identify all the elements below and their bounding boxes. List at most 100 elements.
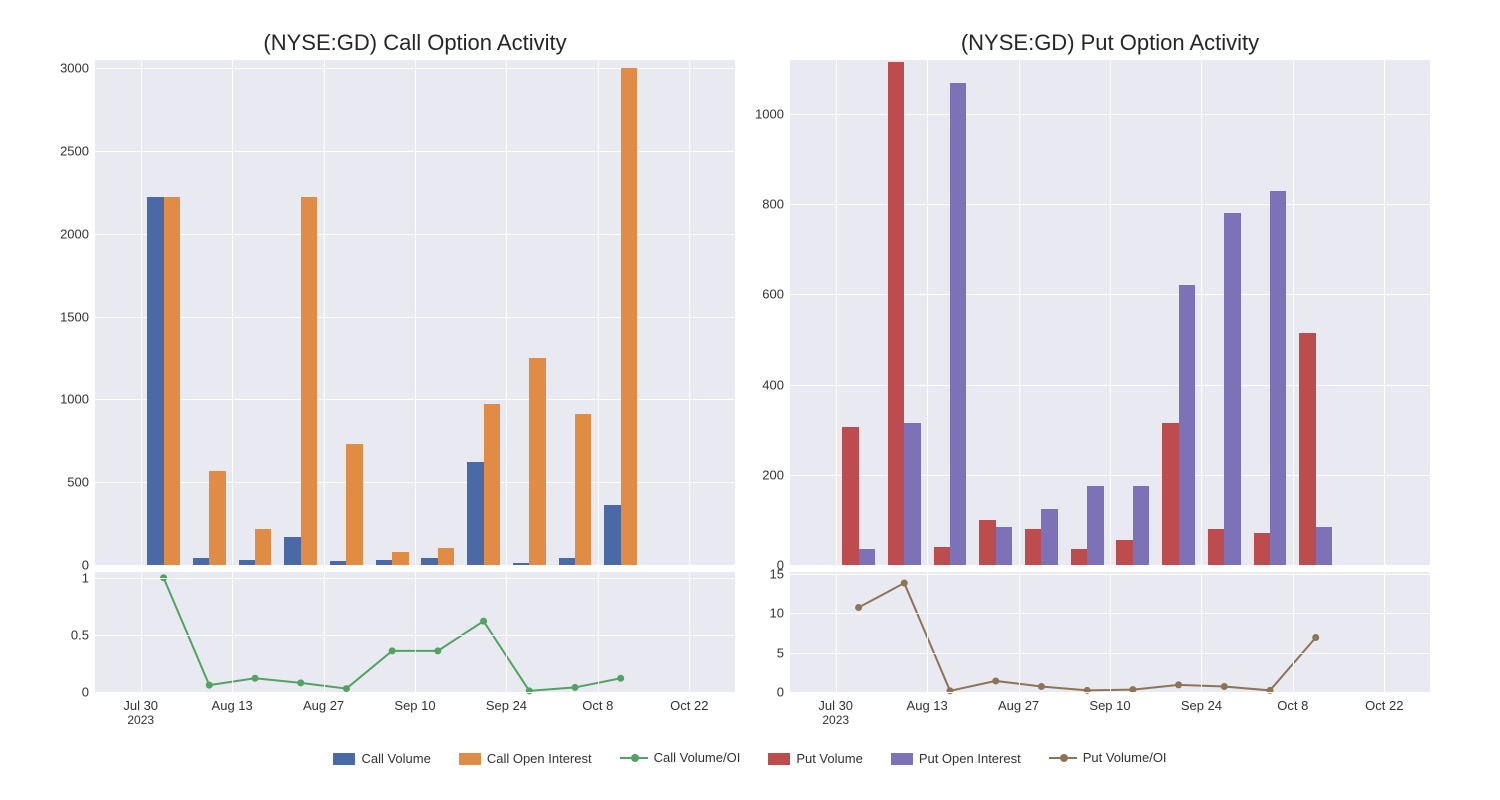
bar-open-interest [996, 527, 1012, 565]
legend-label: Put Open Interest [919, 751, 1021, 766]
bar-volume [1071, 549, 1087, 565]
ratio-marker [206, 682, 213, 689]
legend-swatch [459, 753, 481, 765]
x-tick-label: Jul 302023 [123, 692, 158, 727]
call-panel-title: (NYSE:GD) Call Option Activity [95, 30, 735, 56]
ratio-marker [252, 675, 259, 682]
ratio-marker [572, 684, 579, 691]
legend-item: Call Volume [333, 751, 430, 766]
call-bar-chart: 050010001500200025003000 [95, 60, 735, 565]
bar-open-interest [1270, 191, 1286, 565]
y-tick-label: 3000 [60, 61, 95, 76]
legend-line-key [1049, 751, 1077, 765]
x-tick-label: Sep 24 [486, 692, 527, 713]
bar-open-interest [164, 197, 180, 565]
bar-open-interest [529, 358, 545, 565]
bar-open-interest [621, 68, 637, 565]
bar-volume [842, 427, 858, 565]
y-tick-label: 400 [762, 377, 790, 392]
bar-volume [1208, 529, 1224, 565]
y-tick-label: 10 [770, 606, 790, 621]
bar-volume [1299, 333, 1315, 565]
y-tick-label: 1500 [60, 309, 95, 324]
ratio-marker [389, 647, 396, 654]
y-tick-label: 1000 [60, 392, 95, 407]
bar-volume [147, 197, 163, 565]
bar-volume [1025, 529, 1041, 565]
legend-item: Call Volume/OI [620, 750, 741, 765]
legend-label: Call Open Interest [487, 751, 592, 766]
y-tick-label: 1 [82, 570, 95, 585]
legend-label: Put Volume [796, 751, 863, 766]
x-tick-label: Sep 24 [1181, 692, 1222, 713]
ratio-marker [992, 677, 999, 684]
ratio-marker [1175, 681, 1182, 688]
x-tick-label: Sep 10 [394, 692, 435, 713]
put-panel-title: (NYSE:GD) Put Option Activity [790, 30, 1430, 56]
bar-open-interest [950, 83, 966, 565]
put-bar-chart: 02004006008001000 [790, 60, 1430, 565]
x-tick-label: Oct 22 [1365, 692, 1403, 713]
bar-open-interest [1179, 285, 1195, 565]
bar-open-interest [438, 548, 454, 565]
y-tick-label: 600 [762, 287, 790, 302]
bar-volume [888, 62, 904, 565]
bar-open-interest [392, 552, 408, 565]
x-tick-label: Oct 8 [1277, 692, 1308, 713]
ratio-marker [1038, 683, 1045, 690]
ratio-marker [855, 604, 862, 611]
shared-legend: Call Volume Call Open Interest Call Volume… [0, 750, 1500, 768]
bar-volume [284, 537, 300, 565]
bar-volume [467, 462, 483, 565]
y-tick-label: 500 [67, 475, 95, 490]
x-tick-label: Sep 10 [1089, 692, 1130, 713]
bar-volume [421, 558, 437, 565]
x-tick-label: Aug 27 [998, 692, 1039, 713]
y-tick-label: 800 [762, 197, 790, 212]
bar-open-interest [1224, 213, 1240, 565]
bar-volume [1162, 423, 1178, 565]
y-tick-label: 2500 [60, 144, 95, 159]
options-activity-figure: (NYSE:GD) Call Option Activity 050010001… [0, 0, 1500, 800]
legend-item: Put Open Interest [891, 751, 1021, 766]
bar-open-interest [575, 414, 591, 565]
y-tick-label: 0 [777, 685, 790, 700]
put-ratio-chart: 051015Jul 302023Aug 13Aug 27Sep 10Sep 24… [790, 572, 1430, 692]
bar-volume [376, 560, 392, 565]
bar-volume [513, 563, 529, 565]
x-tick-label: Aug 27 [303, 692, 344, 713]
bar-open-interest [346, 444, 362, 565]
y-tick-label: 0.5 [71, 627, 95, 642]
ratio-marker [297, 679, 304, 686]
x-tick-label: Aug 13 [212, 692, 253, 713]
bar-volume [193, 558, 209, 565]
bar-open-interest [1087, 486, 1103, 565]
y-tick-label: 200 [762, 467, 790, 482]
bar-open-interest [1133, 486, 1149, 565]
ratio-marker [1221, 683, 1228, 690]
bar-volume [1254, 533, 1270, 565]
bar-open-interest [904, 423, 920, 565]
bar-volume [604, 505, 620, 565]
bar-volume [239, 560, 255, 565]
x-tick-label: Oct 8 [582, 692, 613, 713]
y-tick-label: 2000 [60, 226, 95, 241]
bar-volume [979, 520, 995, 565]
ratio-marker [1312, 634, 1319, 641]
bar-open-interest [255, 529, 271, 565]
y-tick-label: 0 [82, 685, 95, 700]
legend-swatch [333, 753, 355, 765]
y-tick-label: 5 [777, 645, 790, 660]
y-tick-label: 15 [770, 566, 790, 581]
bar-volume [934, 547, 950, 565]
bar-volume [1116, 540, 1132, 565]
legend-item: Call Open Interest [459, 751, 592, 766]
bar-open-interest [1041, 509, 1057, 565]
bar-open-interest [484, 404, 500, 565]
legend-item: Put Volume [768, 751, 863, 766]
bar-open-interest [301, 197, 317, 565]
legend-label: Put Volume/OI [1083, 750, 1167, 765]
x-tick-year: 2023 [818, 713, 853, 727]
legend-swatch [768, 753, 790, 765]
legend-swatch [891, 753, 913, 765]
